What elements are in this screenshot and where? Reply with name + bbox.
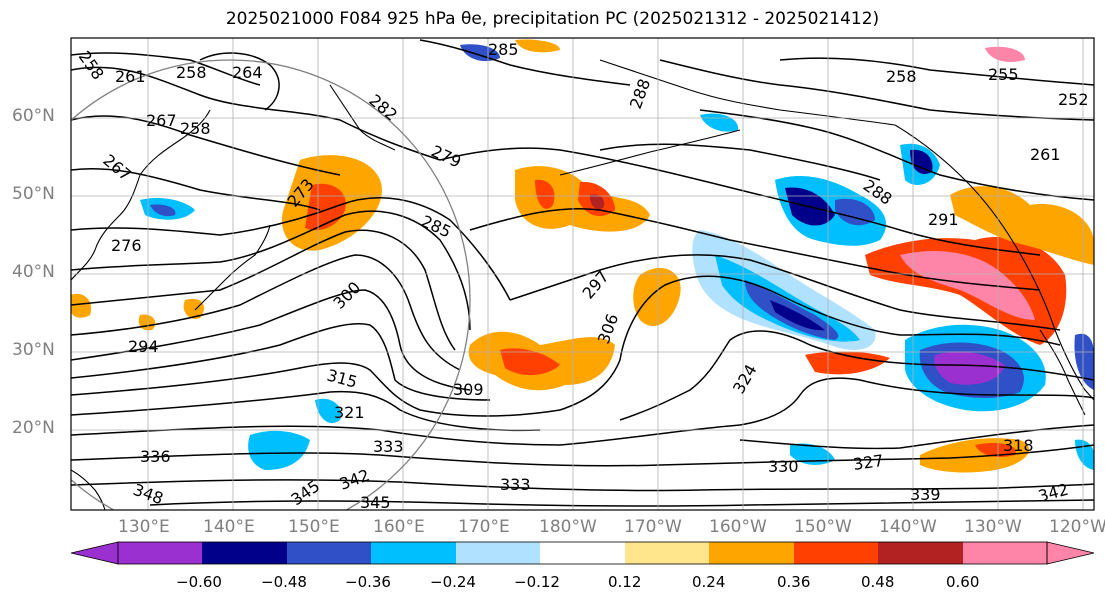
colorbar-swatch <box>540 542 625 564</box>
contour-label: 285 <box>488 40 519 59</box>
contour-label: 258 <box>180 119 211 138</box>
shade-positive <box>805 351 890 375</box>
shade-negative <box>790 443 835 465</box>
shade-negative <box>248 430 310 470</box>
lon-label-140e: 140°E <box>203 517 255 537</box>
shade-positive <box>985 46 1025 62</box>
contour-label: 258 <box>886 67 917 86</box>
lon-label-170w: 170°W <box>624 517 682 537</box>
colorbar-tick-label: 0.48 <box>861 573 895 591</box>
colorbar-frame <box>117 541 1048 565</box>
shade-negative <box>1074 333 1094 390</box>
contour-label: 327 <box>852 451 885 474</box>
colorbar-extend-max <box>1046 541 1095 565</box>
colorbar-tick-label: −0.60 <box>176 573 222 591</box>
contour-label: 330 <box>768 457 799 476</box>
lat-label-30n: 30°N <box>12 340 55 360</box>
colorbar-tick-label: −0.48 <box>261 573 307 591</box>
colorbar-tick-label: 0.36 <box>777 573 811 591</box>
contour-label: 276 <box>111 236 142 255</box>
contour-label: 261 <box>115 67 146 86</box>
shade-positive <box>900 250 1035 320</box>
colorbar-swatch <box>709 542 794 564</box>
lon-label-170e: 170°E <box>458 517 510 537</box>
map-frame <box>70 37 1095 511</box>
shade-negative <box>150 204 176 217</box>
shade-negative <box>315 398 341 424</box>
shade-positive <box>500 348 560 376</box>
shade-positive <box>183 298 205 319</box>
contour-label: 258 <box>176 63 207 82</box>
contour-label: 264 <box>232 63 263 82</box>
colorbar-tick-label: −0.24 <box>430 573 476 591</box>
coastline-kamchatka <box>329 84 396 151</box>
shade-positive <box>950 186 1094 265</box>
contour-label: 333 <box>373 437 404 456</box>
shade-positive <box>535 179 555 209</box>
contour-label: 336 <box>140 447 171 466</box>
shade-positive <box>633 267 681 326</box>
colorbar-swatch <box>456 542 540 564</box>
contour-label: 252 <box>1058 90 1089 109</box>
contour-label: 261 <box>1030 145 1061 164</box>
contour-label: 333 <box>500 475 531 494</box>
coastline-north-america <box>894 124 1094 401</box>
shade-positive <box>589 194 605 210</box>
lat-label-40n: 40°N <box>12 262 55 282</box>
coastline-asia <box>71 109 211 281</box>
graticule <box>71 38 1094 510</box>
shade-negative <box>835 198 875 226</box>
colorbar-swatch <box>118 542 202 564</box>
lon-label-140w: 140°W <box>879 517 937 537</box>
contour-label: 318 <box>1003 436 1034 455</box>
lat-label-20n: 20°N <box>12 418 55 438</box>
colorbar <box>70 541 1095 565</box>
lon-label-120w: 120°W <box>1049 517 1105 537</box>
colorbar-swatch <box>878 542 963 564</box>
colorbar-swatch <box>371 542 456 564</box>
lon-label-160w: 160°W <box>709 517 767 537</box>
coastline-aleutians <box>559 129 741 176</box>
colorbar-extend-min <box>70 541 119 565</box>
shade-negative <box>770 300 825 331</box>
range-circle <box>71 59 471 510</box>
colorbar-swatch <box>202 542 287 564</box>
lon-label-150w: 150°W <box>794 517 852 537</box>
shade-negative <box>934 351 1005 385</box>
colorbar-swatch <box>963 542 1047 564</box>
coastline-baja <box>1039 329 1086 416</box>
lon-label-180w: 180°W <box>539 517 597 537</box>
lon-label-130e: 130°E <box>118 517 170 537</box>
lon-label-160e: 160°E <box>373 517 425 537</box>
contour-label: 267 <box>146 111 177 130</box>
contour-label: 309 <box>453 380 484 399</box>
shade-negative <box>460 44 500 62</box>
colorbar-tick-label: 0.12 <box>608 573 642 591</box>
colorbar-swatch <box>625 542 709 564</box>
shade-positive <box>71 293 92 318</box>
contour-label: 294 <box>128 337 159 356</box>
lat-label-60n: 60°N <box>12 106 55 126</box>
colorbar-tick-label: −0.12 <box>514 573 560 591</box>
shade-positive <box>975 443 1016 457</box>
map-title: 2025021000 F084 925 hPa θe, precipitatio… <box>225 9 880 29</box>
contour-label: 321 <box>334 403 365 422</box>
theta-e-contours <box>71 39 1094 507</box>
colorbar-tick-label: −0.36 <box>345 573 391 591</box>
coastline-japan <box>194 224 271 311</box>
contour-label: 291 <box>928 210 959 229</box>
colorbar-swatch <box>287 542 371 564</box>
colorbar-tick-label: 0.60 <box>946 573 980 591</box>
lon-label-130w: 130°W <box>964 517 1022 537</box>
colorbar-tick-label: 0.24 <box>692 573 726 591</box>
contour-label: 339 <box>910 485 941 504</box>
shade-positive <box>515 39 560 53</box>
colorbar-swatch <box>794 542 878 564</box>
lon-label-150e: 150°E <box>288 517 340 537</box>
contour-label: 345 <box>360 493 391 512</box>
shade-negative <box>910 149 933 174</box>
lat-label-50n: 50°N <box>12 184 55 204</box>
contour-label: 255 <box>988 65 1019 84</box>
